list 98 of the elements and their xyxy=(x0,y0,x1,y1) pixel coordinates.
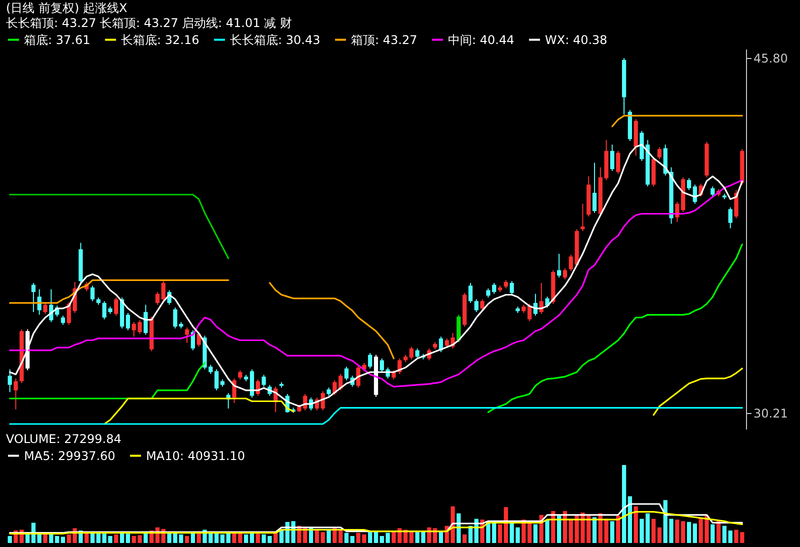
bar xyxy=(533,524,538,543)
bar xyxy=(114,534,118,543)
chart-title: VOLUME: 27299.84 xyxy=(6,432,122,446)
bar xyxy=(344,532,349,543)
bar xyxy=(144,532,148,543)
candlestick xyxy=(90,285,95,302)
candlestick xyxy=(728,206,732,229)
bar xyxy=(545,520,550,543)
candlestick xyxy=(510,280,514,296)
bar xyxy=(728,530,732,543)
candlestick xyxy=(456,314,461,343)
line-series xyxy=(9,407,743,425)
candlestick xyxy=(557,253,562,278)
candlestick xyxy=(126,312,130,331)
bar xyxy=(462,534,467,543)
candlestick xyxy=(262,374,266,388)
line-series xyxy=(9,194,230,260)
bar xyxy=(326,530,331,543)
candlestick xyxy=(356,365,360,388)
candlestick xyxy=(686,178,692,191)
bar xyxy=(226,532,230,543)
candlestick xyxy=(344,366,349,381)
candlestick xyxy=(214,368,219,391)
bar xyxy=(338,530,343,543)
chart-title: (日线 前复权) 起涨线X xyxy=(6,1,128,15)
bar xyxy=(657,527,662,543)
candlestick xyxy=(43,302,48,314)
text: 长长箱顶: 43.27 长箱顶: 43.27 启动线: 41.01 减 财 xyxy=(6,16,292,30)
bar xyxy=(604,518,608,543)
bar xyxy=(120,532,124,543)
bar xyxy=(256,534,260,543)
legend-label: MA5: 29937.60 xyxy=(24,448,116,463)
bar xyxy=(25,534,30,543)
candlestick xyxy=(161,280,166,302)
bar xyxy=(350,536,354,543)
candlestick xyxy=(155,292,160,306)
candlestick xyxy=(368,352,372,369)
bar xyxy=(686,522,692,543)
bar xyxy=(279,530,284,543)
bar xyxy=(368,532,372,543)
candlestick xyxy=(184,327,190,344)
candlestick xyxy=(545,296,550,308)
candlestick xyxy=(616,150,620,174)
candlestick xyxy=(8,368,12,393)
candlestick xyxy=(238,370,242,380)
bar xyxy=(527,522,532,543)
bar xyxy=(274,532,278,543)
bar xyxy=(610,521,614,543)
bar xyxy=(55,536,60,543)
y-tick-label: 45.80 xyxy=(754,52,788,66)
bar xyxy=(652,518,656,543)
bar xyxy=(8,536,12,543)
legend-label: WX: 40.38 xyxy=(545,32,608,47)
candlestick xyxy=(710,186,715,197)
bar xyxy=(557,516,562,543)
candlestick xyxy=(144,304,148,336)
candlestick xyxy=(468,282,473,304)
bar xyxy=(634,506,638,543)
bar xyxy=(498,524,502,543)
bar xyxy=(628,496,632,543)
bar xyxy=(692,524,697,543)
candlestick xyxy=(562,268,568,280)
candlestick xyxy=(14,378,18,410)
candlestick xyxy=(60,315,66,326)
bar xyxy=(49,534,54,543)
candlestick xyxy=(480,298,484,311)
bar xyxy=(184,536,190,543)
candlestick xyxy=(527,303,532,322)
candlestick xyxy=(474,298,478,313)
candlestick xyxy=(580,203,585,232)
bar xyxy=(616,516,620,543)
bar xyxy=(126,534,130,543)
legend-label: 长箱底: 32.16 xyxy=(121,32,200,47)
bar xyxy=(622,465,626,543)
candlestick xyxy=(114,296,118,316)
bar xyxy=(710,524,715,543)
bar xyxy=(722,526,727,543)
candlestick xyxy=(31,282,36,313)
bar xyxy=(244,534,248,543)
legend-label: MA10: 40931.10 xyxy=(146,448,245,463)
bar xyxy=(320,532,325,543)
candlestick xyxy=(409,346,414,360)
bar xyxy=(196,534,201,543)
bar xyxy=(716,521,721,543)
legend-label: 箱顶: 43.27 xyxy=(351,32,418,47)
candlestick xyxy=(592,162,597,214)
candlestick xyxy=(232,378,236,404)
candlestick xyxy=(657,146,662,160)
bar xyxy=(314,530,320,543)
legend-label: 箱底: 37.61 xyxy=(24,32,90,47)
bar xyxy=(220,534,225,543)
bar xyxy=(592,517,597,543)
y-tick-label: 30.21 xyxy=(754,406,788,420)
legend-label: 长长箱底: 30.43 xyxy=(230,32,320,47)
legend-label: 中间: 40.44 xyxy=(448,32,514,47)
bar xyxy=(90,532,95,543)
candlestick xyxy=(610,144,614,172)
bar xyxy=(60,536,66,543)
